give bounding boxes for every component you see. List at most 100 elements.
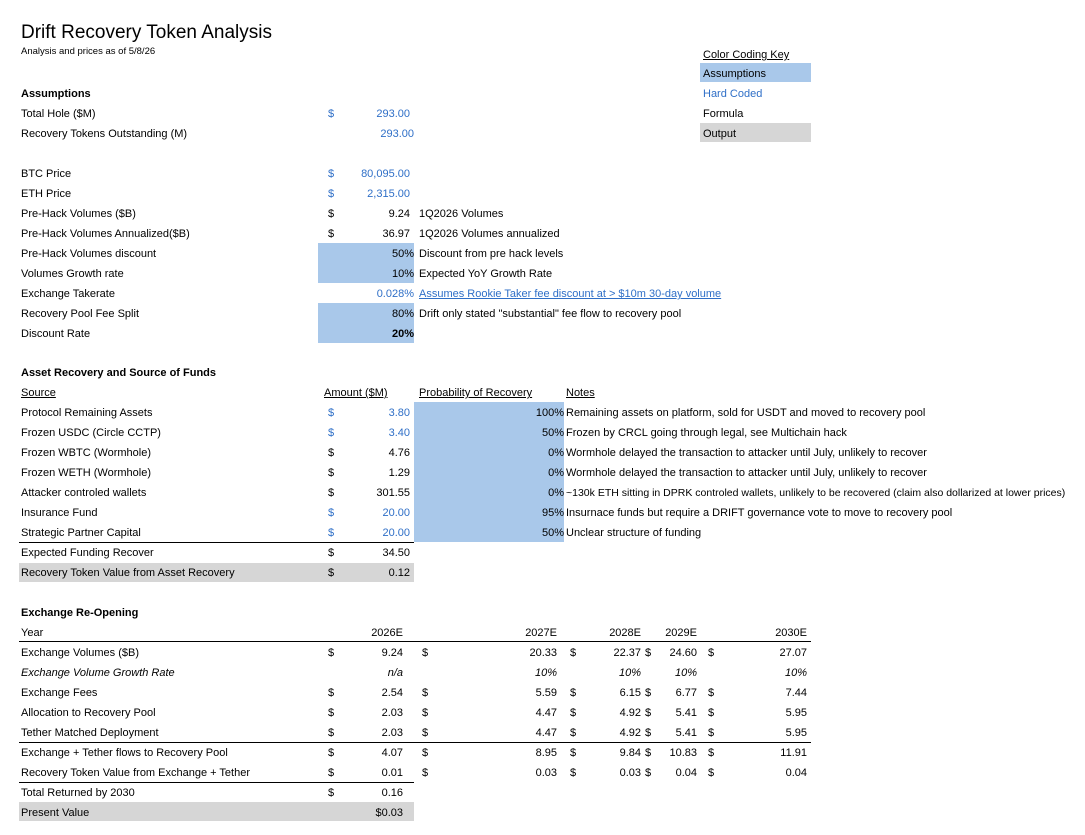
assumption-note: 1Q2026 Volumes annualized — [419, 228, 560, 240]
source-label: Attacker controled wallets — [21, 487, 147, 499]
exchange-value: 8.95 — [535, 747, 557, 759]
assumption-label: Discount Rate — [21, 328, 91, 340]
exchange-value: 10% — [534, 667, 557, 679]
source-label: Protocol Remaining Assets — [21, 407, 153, 419]
exchange-currency: $ — [328, 647, 335, 659]
recovery-note: Unclear structure of funding — [566, 527, 702, 539]
exchange-currency: $ — [328, 727, 335, 739]
probability-value: 100% — [535, 407, 564, 419]
year-2030: 2030E — [775, 627, 807, 639]
exchange-value: 9.24 — [381, 647, 403, 659]
year-2029: 2029E — [665, 627, 697, 639]
amount-value: 20.00 — [382, 527, 410, 539]
exchange-currency: $ — [708, 707, 715, 719]
assumption-currency: $ — [328, 208, 335, 220]
exchange-currency: $ — [570, 727, 577, 739]
assumption-label: BTC Price — [21, 168, 72, 180]
assumption-label: Pre-Hack Volumes ($B) — [21, 208, 136, 220]
takerate-source-link[interactable]: Assumes Rookie Taker fee discount at > $… — [419, 288, 722, 300]
recovery-note: ~130k ETH sitting in DPRK controled wall… — [566, 487, 1066, 499]
assumption-label: Pre-Hack Volumes discount — [21, 248, 157, 260]
assumption-label: Pre-Hack Volumes Annualized($B) — [21, 228, 190, 240]
recovery-note: Remaining assets on platform, sold for U… — [566, 407, 926, 419]
exchange-currency: $ — [708, 687, 715, 699]
exchange-currency: $ — [328, 747, 335, 759]
exchange-value: 0.03 — [535, 767, 557, 779]
probability-value: 0% — [548, 467, 564, 479]
exchange-row-label: Allocation to Recovery Pool — [21, 707, 156, 719]
exchange-value: 2.03 — [381, 707, 403, 719]
amount-value: 3.40 — [388, 427, 410, 439]
exchange-value: 10.83 — [669, 747, 697, 759]
exchange-currency: $ — [422, 687, 429, 699]
exchange-value: 6.77 — [675, 687, 697, 699]
total-returned-label: Total Returned by 2030 — [21, 787, 135, 799]
exchange-value: 0.04 — [785, 767, 807, 779]
probability-input-fill — [414, 402, 564, 542]
exchange-currency: $ — [328, 687, 335, 699]
exchange-currency: $ — [645, 767, 652, 779]
exchange-currency: $ — [422, 767, 429, 779]
exchange-currency: $ — [570, 647, 577, 659]
exchange-value: 5.59 — [535, 687, 557, 699]
page-title: Drift Recovery Token Analysis — [21, 22, 272, 43]
amount-currency: $ — [328, 427, 335, 439]
exchange-value: n/a — [387, 667, 403, 679]
source-label: Strategic Partner Capital — [21, 527, 141, 539]
exchange-value: 7.44 — [785, 687, 807, 699]
exchange-currency: $ — [570, 767, 577, 779]
exchange-currency: $ — [422, 727, 429, 739]
year-2028: 2028E — [609, 627, 641, 639]
pv-divider — [19, 782, 414, 783]
exchange-value: 10% — [618, 667, 641, 679]
assumption-label: Recovery Tokens Outstanding (M) — [21, 128, 188, 140]
exchange-currency: $ — [328, 707, 335, 719]
exchange-currency: $ — [570, 707, 577, 719]
probability-value: 50% — [541, 427, 564, 439]
exchange-value: 9.84 — [619, 747, 641, 759]
amount-value: 3.80 — [388, 407, 410, 419]
exchange-value: 10% — [784, 667, 807, 679]
exchange-row-label: Exchange + Tether flows to Recovery Pool — [21, 747, 228, 759]
amount-currency: $ — [328, 467, 335, 479]
exchange-value: 6.15 — [619, 687, 641, 699]
assumption-value: 80% — [391, 308, 414, 320]
exchange-value: 20.33 — [529, 647, 557, 659]
assumption-cell-fill — [318, 263, 414, 283]
key-assumptions-swatch — [700, 63, 811, 82]
exchange-currency: $ — [422, 647, 429, 659]
exchange-value: 5.95 — [785, 727, 807, 739]
col-notes: Notes — [566, 387, 595, 399]
assumption-value: 293.00 — [376, 108, 410, 120]
assumption-value: 293.00 — [380, 128, 414, 140]
exchange-value: 11.91 — [780, 747, 807, 759]
exchange-value: 4.07 — [381, 747, 403, 759]
exchange-currency: $ — [645, 727, 652, 739]
exchange-value: 0.04 — [675, 767, 697, 779]
assumption-note: 1Q2026 Volumes — [419, 208, 504, 220]
expected-funding-label: Expected Funding Recover — [21, 547, 154, 559]
assumption-cell-fill — [318, 303, 414, 323]
source-label: Frozen USDC (Circle CCTP) — [21, 427, 161, 439]
amount-value: 20.00 — [382, 507, 410, 519]
recovery-note: Wormhole delayed the transaction to atta… — [566, 447, 927, 459]
amount-currency: $ — [328, 507, 335, 519]
assumption-value: 80,095.00 — [361, 168, 410, 180]
asset-recovery-token-label: Recovery Token Value from Asset Recovery — [21, 567, 235, 579]
asset-recovery-token-value: 0.12 — [388, 567, 410, 579]
assumptions-heading: Assumptions — [21, 88, 91, 100]
total-returned-currency: $ — [328, 787, 335, 799]
col-source: Source — [21, 387, 56, 399]
exchange-currency: $ — [708, 767, 715, 779]
exchange-flows-divider — [19, 742, 811, 743]
assumption-label: Recovery Pool Fee Split — [21, 308, 139, 320]
exchange-currency: $ — [708, 747, 715, 759]
present-value-output-fill — [19, 802, 414, 821]
amount-currency: $ — [328, 487, 335, 499]
color-key-title: Color Coding Key — [703, 49, 790, 61]
exchange-value: 27.07 — [779, 647, 807, 659]
exchange-value: 5.41 — [675, 707, 697, 719]
exchange-currency: $ — [708, 647, 715, 659]
exchange-currency: $ — [645, 747, 652, 759]
assumption-currency: $ — [328, 108, 335, 120]
